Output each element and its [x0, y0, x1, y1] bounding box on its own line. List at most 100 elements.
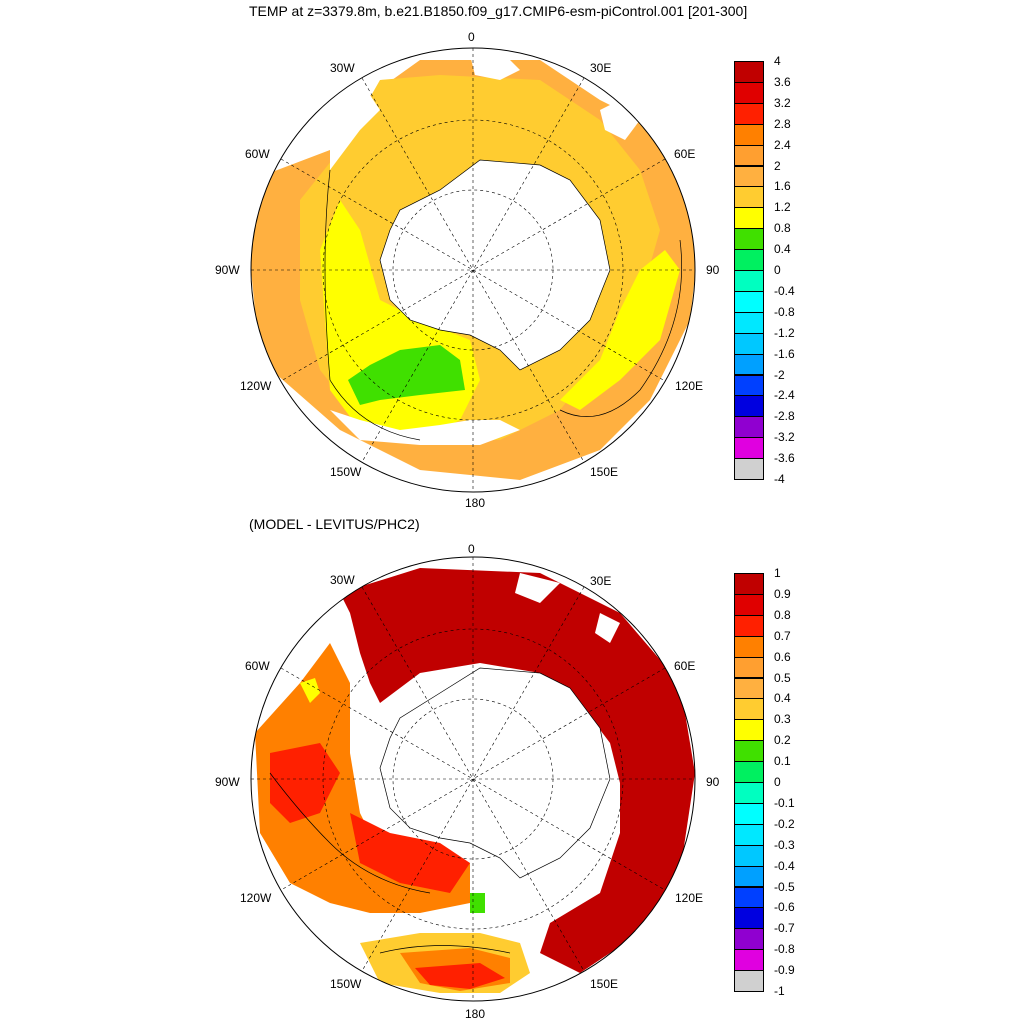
colorbar-swatch	[734, 61, 764, 83]
colorbar-swatch	[734, 949, 764, 972]
colorbar-label: -0.7	[774, 921, 795, 936]
colorbar-label: 0	[774, 775, 781, 789]
lon-label: 150W	[330, 465, 362, 479]
lon-label: 90W	[215, 263, 240, 277]
colorbar-swatch	[734, 207, 764, 230]
colorbar-label: -0.9	[774, 963, 795, 978]
lon-label: 30E	[590, 574, 611, 588]
lon-label: 60W	[245, 659, 270, 673]
colorbar-swatch	[734, 970, 764, 992]
colorbar-label: 1	[774, 566, 781, 580]
diff-field-darkred	[340, 568, 695, 973]
colorbar-swatch	[734, 740, 764, 763]
colorbar-swatch	[734, 593, 764, 616]
lon-label: 90E	[706, 263, 720, 277]
lon-label: 30W	[330, 573, 355, 587]
lon-label: 150E	[590, 977, 618, 991]
colorbar-label: -3.2	[774, 430, 795, 445]
colorbar-swatch	[734, 186, 764, 209]
plot-title-top: TEMP at z=3379.8m, b.e21.B1850.f09_g17.C…	[249, 3, 748, 19]
colorbar-label: 2.4	[774, 137, 791, 152]
colorbar-swatch	[734, 761, 764, 783]
colorbar-label: 2.8	[774, 116, 791, 131]
lon-label: 90W	[215, 775, 240, 789]
colorbar-label: 0.9	[774, 586, 791, 601]
colorbar-swatch	[734, 698, 764, 721]
colorbar-swatch	[734, 249, 764, 271]
colorbar-label: 2	[774, 158, 781, 173]
colorbar-swatch	[734, 416, 764, 439]
lon-label: 150W	[330, 977, 362, 991]
colorbar-swatch	[734, 823, 764, 846]
colorbar-swatch	[734, 844, 764, 867]
colorbar-label: -0.4	[774, 858, 795, 873]
lon-label: 60E	[674, 147, 695, 161]
lon-label: 150E	[590, 465, 618, 479]
colorbar-label: -0.4	[774, 283, 795, 298]
colorbar-swatch	[734, 719, 764, 742]
colorbar-swatch	[734, 290, 764, 313]
colorbar-swatch	[734, 374, 764, 397]
colorbar-label: 0.2	[774, 733, 791, 748]
diff-field-orange	[255, 643, 470, 913]
lon-label: 60E	[674, 659, 695, 673]
lon-label: 120W	[240, 891, 272, 905]
lon-label: 30W	[330, 61, 355, 75]
colorbar-label: 3.2	[774, 95, 791, 110]
colorbar-swatch	[734, 928, 764, 951]
colorbar-label: 0	[774, 263, 781, 277]
colorbar-label: -0.2	[774, 816, 795, 831]
colorbar-swatch	[734, 677, 764, 700]
colorbar-swatch	[734, 635, 764, 658]
colorbar-label: -0.5	[774, 879, 795, 894]
colorbar-swatch	[734, 865, 764, 888]
polar-map-bottom: 0 30E 60E 90E 120E 150E 180 150W 120W 90…	[215, 542, 720, 1021]
colorbar-swatch	[734, 437, 764, 460]
colorbar-label: 0.8	[774, 221, 791, 236]
colorbar-label: -1	[774, 984, 785, 998]
colorbar-label: -0.3	[774, 837, 795, 852]
colorbar-label: -0.1	[774, 795, 795, 810]
colorbar-swatch	[734, 614, 764, 637]
colorbar-label: 3.6	[774, 74, 791, 89]
lon-label: 0	[468, 542, 475, 556]
colorbar-top: 4 3.6 3.2 2.8 2.4 2 1.6 1.2 0.8 0.4 0 -0.4 -0.8 -1.2 -…	[734, 54, 795, 486]
colorbar-swatch	[734, 353, 764, 376]
colorbar-label: 1.2	[774, 200, 791, 215]
lon-label: 180	[465, 1007, 485, 1021]
colorbar-label: -2.8	[774, 409, 795, 424]
polar-map-top: 0 30E 60E 90E 120E 150E 180 150W 120W 90…	[215, 30, 720, 510]
colorbar-label: 0.6	[774, 649, 791, 664]
temp-field-green	[348, 345, 465, 405]
antarctica	[379, 667, 611, 879]
colorbar-swatch	[734, 144, 764, 167]
colorbar-swatch	[734, 311, 764, 334]
colorbar-swatch	[734, 458, 764, 480]
lon-label: 120E	[675, 379, 703, 393]
antarctica	[379, 159, 611, 371]
plot-title-bottom: (MODEL - LEVITUS/PHC2)	[249, 516, 420, 532]
lon-label: 60W	[245, 147, 270, 161]
colorbar-swatch	[734, 782, 764, 804]
lon-label: 120E	[675, 891, 703, 905]
colorbar-label: -2	[774, 367, 785, 382]
colorbar-label: 0.8	[774, 607, 791, 622]
colorbar-label: -0.6	[774, 900, 795, 915]
colorbar-label: -3.6	[774, 451, 795, 466]
lon-label: 90E	[706, 775, 720, 789]
colorbar-label: 0.3	[774, 712, 791, 727]
lon-label: 120W	[240, 379, 272, 393]
colorbar-swatch	[734, 332, 764, 355]
colorbar-swatch	[734, 395, 764, 418]
colorbar-swatch	[734, 165, 764, 188]
colorbar-label: -0.8	[774, 942, 795, 957]
colorbar-label: -2.4	[774, 388, 795, 403]
colorbar-swatch	[734, 886, 764, 909]
colorbar-label: 0.5	[774, 670, 791, 685]
colorbar-swatch	[734, 123, 764, 146]
colorbar-swatch	[734, 228, 764, 251]
colorbar-label: 0.7	[774, 628, 791, 643]
colorbar-label: -0.8	[774, 304, 795, 319]
colorbar-label: 0.4	[774, 242, 791, 257]
lon-label: 30E	[590, 61, 611, 75]
